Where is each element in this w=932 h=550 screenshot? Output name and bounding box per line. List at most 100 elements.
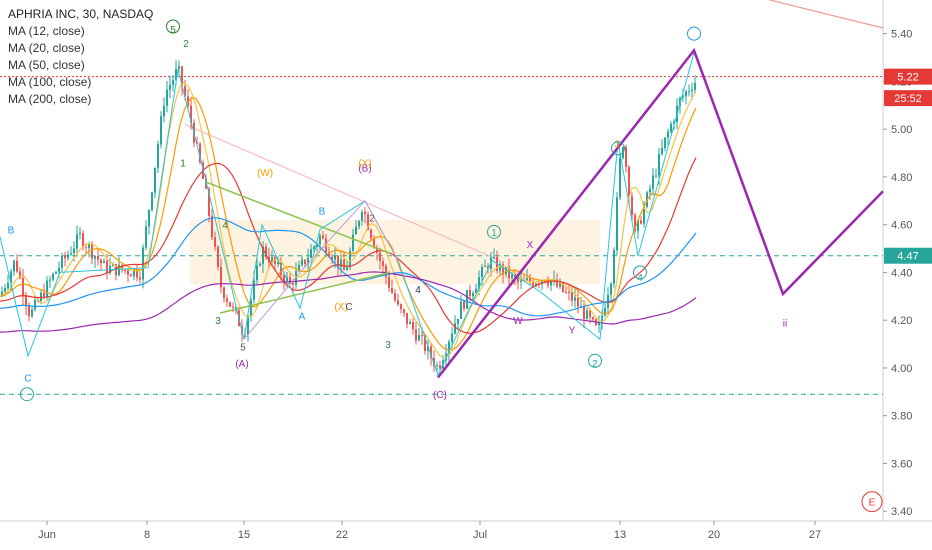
candle-body (148, 209, 150, 227)
candle-body (295, 271, 297, 285)
wave-label: B (319, 206, 326, 217)
candle-body (124, 270, 126, 272)
candle-body (61, 255, 63, 268)
candle-body (46, 280, 48, 298)
wave-b-leg[interactable] (243, 199, 399, 340)
candle-body (55, 271, 57, 274)
wave-projection-line[interactable] (437, 47, 884, 379)
candle-body (688, 91, 690, 93)
candle-body (355, 226, 357, 235)
candle-body (250, 299, 252, 316)
wave-label: 3 (215, 316, 221, 327)
wave-count-line[interactable] (0, 52, 695, 377)
candle-body (448, 341, 450, 354)
candle-body (229, 301, 231, 307)
candle-body (205, 178, 207, 189)
legend-ma-12: MA (12, close) (8, 24, 85, 38)
candle-body (640, 220, 642, 224)
y-tick-label: 3.80 (891, 411, 912, 423)
moving-average-line (0, 271, 697, 333)
candle-body (271, 257, 273, 263)
candle-body (658, 154, 660, 176)
candle-body (463, 301, 465, 309)
wave-circle-marker (166, 19, 180, 34)
candle-body (283, 275, 285, 283)
legend-ma-100: MA (100, close) (8, 75, 92, 89)
candle-body (421, 335, 423, 337)
wave-label: (X) (334, 302, 347, 313)
wave-label: X (527, 240, 534, 251)
candle-body (16, 260, 18, 272)
candle-body (409, 321, 411, 325)
candle-body (379, 252, 381, 262)
wave-label: E (869, 498, 876, 509)
candle-body (127, 270, 129, 275)
candle-body (619, 157, 621, 198)
candle-body (160, 116, 162, 145)
candle-body (427, 346, 429, 352)
candle-body (1, 291, 3, 297)
candles (1, 60, 696, 373)
candle-body (190, 105, 192, 123)
y-tick-label: 4.00 (891, 363, 912, 375)
triangle-upper-line[interactable] (204, 181, 391, 255)
candle-body (361, 211, 363, 222)
wave-label: 4 (415, 285, 421, 296)
candle-body (106, 260, 108, 273)
candle-body (145, 226, 147, 248)
wave-label: 1 (180, 159, 186, 170)
candle-body (511, 274, 513, 279)
candle-body (277, 262, 279, 264)
candle-body (637, 220, 639, 232)
candle-body (457, 318, 459, 324)
candle-body (25, 296, 27, 307)
candle-body (169, 84, 171, 90)
candle-body (154, 167, 156, 193)
candle-body (418, 335, 420, 341)
legend-ma-20: MA (20, close) (8, 41, 85, 55)
candle-body (382, 261, 384, 266)
wave-label: 5 (240, 342, 246, 353)
candle-body (565, 291, 567, 293)
candle-body (580, 306, 582, 308)
trend-line-top[interactable] (769, 0, 884, 29)
candle-body (616, 197, 618, 251)
triangle-lower-line[interactable] (219, 271, 391, 314)
candle-body (22, 277, 24, 297)
level-tag-text: 4.47 (897, 251, 918, 263)
candle-body (520, 280, 522, 282)
candle-body (625, 147, 627, 167)
candle-body (52, 273, 54, 280)
moving-average-line (0, 81, 697, 359)
candle-body (97, 256, 99, 260)
x-tick-label: 22 (336, 529, 348, 541)
candle-body (577, 297, 579, 307)
candle-body (226, 298, 228, 302)
candle-body (571, 292, 573, 301)
wave-label: (B) (358, 163, 371, 174)
last-price-tag (884, 68, 932, 85)
candle-body (247, 315, 249, 335)
candle-body (139, 277, 141, 280)
candle-body (670, 123, 672, 132)
candle-body (652, 175, 654, 189)
y-tick-label: 5.00 (891, 124, 912, 136)
x-tick-label: 27 (809, 529, 821, 541)
x-tick-label: 20 (708, 529, 720, 541)
candle-body (223, 287, 225, 299)
candle-body (67, 254, 69, 259)
trend-line-descending[interactable] (184, 123, 501, 262)
candle-body (559, 283, 561, 287)
candle-body (259, 263, 261, 266)
candle-body (592, 317, 594, 320)
wave-label: 1 (491, 228, 497, 239)
candle-body (118, 264, 120, 276)
y-tick-label: 5.40 (891, 29, 912, 41)
wave-label: C (24, 374, 31, 385)
candle-body (64, 255, 66, 259)
candle-body (586, 310, 588, 320)
candle-body (73, 248, 75, 254)
candle-body (28, 306, 30, 317)
candle-body (487, 266, 489, 269)
